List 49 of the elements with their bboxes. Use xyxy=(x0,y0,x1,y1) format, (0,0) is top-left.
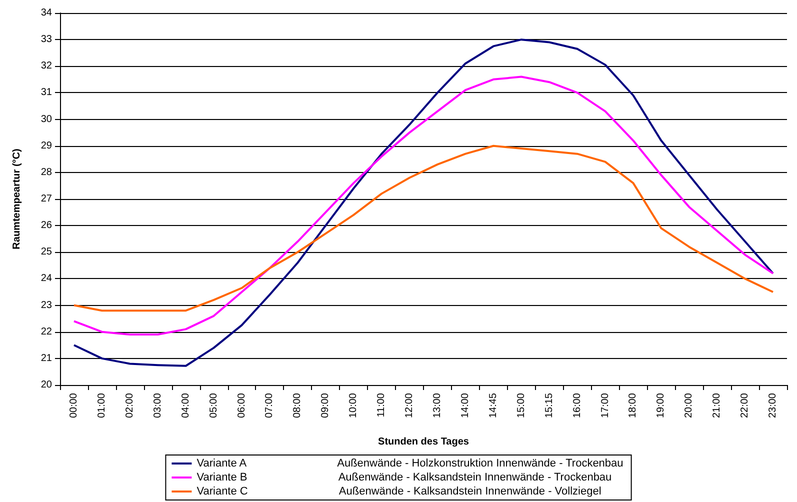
legend-label: Variante A Außenwände - Holzkonstruktion Innenwände - Trockenbau xyxy=(196,458,624,470)
x-tick-label: 01:00 xyxy=(96,392,108,418)
y-tick-label: 31 xyxy=(40,87,52,98)
x-tick-label: 11:00 xyxy=(376,392,388,418)
line-series xyxy=(72,76,774,336)
y-axis-title: Raumtempeartur (°C) xyxy=(12,148,22,250)
x-tick-label: 21:00 xyxy=(712,392,723,418)
y-tick-label: 23 xyxy=(40,300,52,311)
line-series xyxy=(72,38,774,367)
x-tick-label: 14:45 xyxy=(488,392,499,418)
x-tick-label: 20:00 xyxy=(684,392,695,418)
y-tick-label: 28 xyxy=(40,166,52,178)
x-tick-label: 15:15 xyxy=(544,392,555,418)
x-tick-label: 22:00 xyxy=(740,392,751,418)
y-tick-label: 34 xyxy=(40,8,52,18)
x-tick-label: 10:00 xyxy=(348,392,360,418)
x-tick-label: 03:00 xyxy=(152,392,164,418)
y-tick-label: 24 xyxy=(40,273,52,284)
x-axis-title: Stunden des Tages xyxy=(378,436,470,448)
x-tick-label: 09:00 xyxy=(320,392,332,418)
x-tick-label: 19:00 xyxy=(656,392,667,418)
y-tick-label: 27 xyxy=(40,194,52,204)
x-tick-label: 05:00 xyxy=(208,392,220,418)
legend-label: Variante C Außenwände - Kalksandstein Innenwände - Vollziegel xyxy=(196,486,602,498)
legend-label: Variante B Außenwände - Kalksandstein Innenwände - Trockenbau xyxy=(196,472,612,484)
y-tick-label: 32 xyxy=(40,60,52,72)
x-tick-label: 00:00 xyxy=(68,392,80,418)
x-tick-label: 04:00 xyxy=(180,392,192,418)
y-tick-label: 30 xyxy=(40,114,52,125)
x-tick-label: 13:00 xyxy=(432,392,443,418)
x-tick-label: 08:00 xyxy=(292,392,304,418)
y-tick-label: 33 xyxy=(40,34,52,46)
x-tick-label: 16:00 xyxy=(572,392,583,418)
line-series xyxy=(72,144,774,312)
x-tick-label: 06:00 xyxy=(236,392,248,418)
x-tick-label: 23:00 xyxy=(768,392,779,418)
x-tick-label: 14:00 xyxy=(460,392,471,418)
x-tick-label: 18:00 xyxy=(628,392,639,418)
x-tick-label: 07:00 xyxy=(264,392,276,418)
y-tick-label: 21 xyxy=(40,352,52,364)
x-tick-label: 02:00 xyxy=(124,392,136,418)
x-tick-label: 17:00 xyxy=(600,392,611,418)
y-tick-label: 29 xyxy=(40,140,52,152)
y-tick-label: 22 xyxy=(40,326,52,338)
y-tick-label: 26 xyxy=(40,220,52,232)
x-tick-label: 12:00 xyxy=(404,392,416,418)
y-tick-label: 25 xyxy=(40,246,52,258)
x-tick-label: 15:00 xyxy=(516,392,527,418)
y-tick-label: 20 xyxy=(40,380,52,390)
